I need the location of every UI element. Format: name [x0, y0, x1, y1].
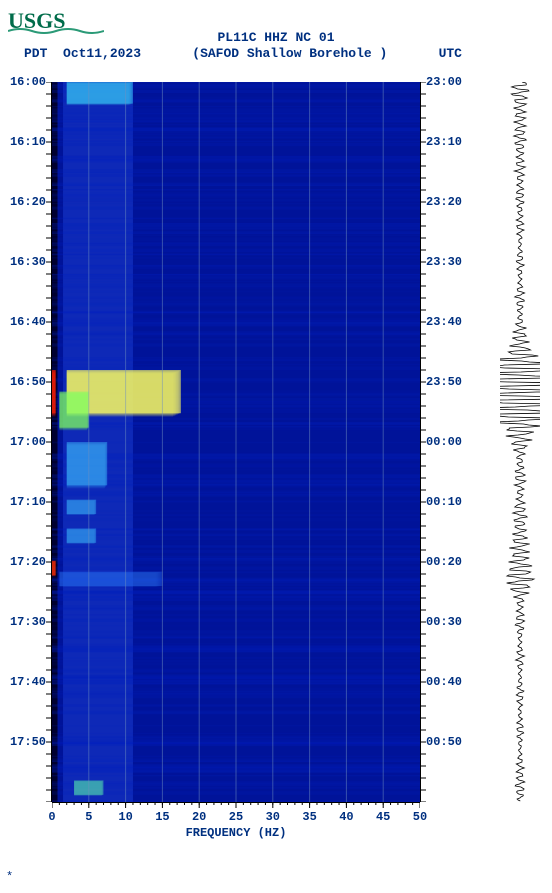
chart-header: PL11C HHZ NC 01 PDT Oct11,2023 (SAFOD Sh… [0, 30, 552, 61]
xtick: 35 [302, 810, 316, 824]
ytick-left: 17:50 [10, 735, 46, 749]
ytick-left: 16:40 [10, 315, 46, 329]
x-axis-label: FREQUENCY (HZ) [52, 826, 420, 840]
xtick: 50 [413, 810, 427, 824]
ytick-left: 16:00 [10, 75, 46, 89]
tz-left: PDT [24, 46, 47, 61]
ytick-left: 16:10 [10, 135, 46, 149]
channel-id: PL11C HHZ NC 01 [0, 30, 552, 46]
xtick: 0 [48, 810, 55, 824]
ytick-right: 23:30 [426, 255, 462, 269]
xtick: 45 [376, 810, 390, 824]
xtick: 25 [229, 810, 243, 824]
ytick-right: 23:50 [426, 375, 462, 389]
xtick: 30 [266, 810, 280, 824]
time-axis-pdt: 16:0016:1016:2016:3016:4016:5017:0017:10… [0, 82, 52, 802]
ytick-right: 00:00 [426, 435, 462, 449]
ytick-left: 17:40 [10, 675, 46, 689]
spectrogram-plot [52, 82, 420, 802]
ytick-left: 16:20 [10, 195, 46, 209]
ytick-left: 16:50 [10, 375, 46, 389]
ytick-right: 00:50 [426, 735, 462, 749]
ytick-left: 17:10 [10, 495, 46, 509]
seismogram-trace [500, 82, 540, 802]
xtick: 15 [155, 810, 169, 824]
ytick-left: 17:00 [10, 435, 46, 449]
ytick-right: 00:40 [426, 675, 462, 689]
ytick-right: 00:10 [426, 495, 462, 509]
ytick-right: 23:40 [426, 315, 462, 329]
xtick: 20 [192, 810, 206, 824]
date: Oct11,2023 [63, 46, 141, 61]
ytick-left: 16:30 [10, 255, 46, 269]
ytick-right: 23:10 [426, 135, 462, 149]
xtick: 5 [85, 810, 92, 824]
frequency-axis: FREQUENCY (HZ) 05101520253035404550 [52, 802, 420, 842]
station-name: (SAFOD Shallow Borehole ) [192, 46, 387, 62]
footnote-mark: * [6, 870, 13, 884]
xtick: 40 [339, 810, 353, 824]
time-axis-utc: 23:0023:1023:2023:3023:4023:5000:0000:10… [420, 82, 490, 802]
ytick-right: 23:00 [426, 75, 462, 89]
ytick-left: 17:20 [10, 555, 46, 569]
ytick-right: 00:20 [426, 555, 462, 569]
ytick-left: 17:30 [10, 615, 46, 629]
ytick-right: 23:20 [426, 195, 462, 209]
xtick: 10 [118, 810, 132, 824]
tz-right: UTC [439, 46, 462, 62]
ytick-right: 00:30 [426, 615, 462, 629]
